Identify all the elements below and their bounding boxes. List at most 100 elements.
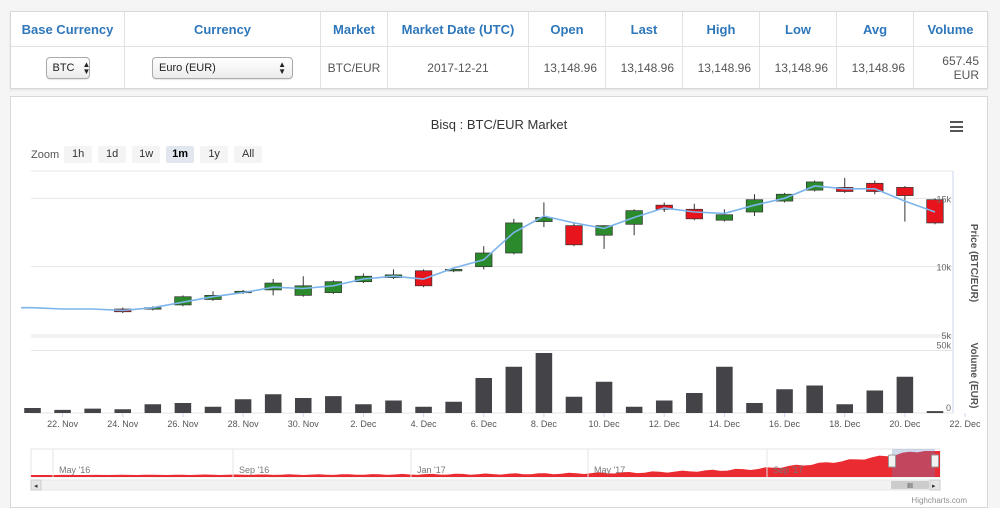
x-tick-label-10: 12. Dec xyxy=(649,419,681,429)
volume-bar xyxy=(565,396,583,413)
x-tick-label-2: 26. Nov xyxy=(167,419,199,429)
x-tick-label-11: 14. Dec xyxy=(709,419,741,429)
scrollbar-track xyxy=(30,479,941,491)
volume-value: 657.45 EUR xyxy=(942,53,979,82)
header-last: Last xyxy=(605,12,683,47)
volume-bar xyxy=(776,389,793,413)
navigator-handle-0 xyxy=(888,454,896,468)
high-value: 13,148.96 xyxy=(682,46,760,88)
header-currency: Currency xyxy=(124,12,321,47)
table-header-row: Base Currency Currency Market Market Dat… xyxy=(11,12,987,47)
volume-bar xyxy=(234,399,252,413)
navigator-handle-1 xyxy=(931,454,939,468)
base-currency-cell: BTC ▲ ▼ xyxy=(11,46,125,88)
market-value: BTC/EUR xyxy=(320,46,388,88)
volume-tick-label-1: 50k xyxy=(936,341,951,351)
x-tick-label-5: 2. Dec xyxy=(350,419,377,429)
zoom-1w-button[interactable]: 1w xyxy=(132,146,161,163)
zoom-label: Zoom xyxy=(31,148,60,161)
scrollbar-left-arrow-icon: ◂ xyxy=(34,483,38,490)
volume-bar xyxy=(475,378,493,413)
x-tick-label-15: 22. Dec xyxy=(950,419,982,429)
volume-bar xyxy=(54,409,71,413)
price-tick-label-2: 15k xyxy=(936,194,951,204)
market-summary: Base Currency Currency Market Market Dat… xyxy=(10,11,988,89)
candle-body xyxy=(445,269,463,272)
scrollbar-right-button xyxy=(929,479,941,491)
market-date-value: 2017-12-21 xyxy=(387,46,529,88)
volume-bar xyxy=(144,404,162,413)
candle-body xyxy=(896,187,914,196)
volume-bar xyxy=(204,406,222,413)
candle-body xyxy=(715,214,734,221)
navigator-label-0: May '16 xyxy=(59,465,90,475)
header-market-date: Market Date (UTC) xyxy=(387,12,529,47)
zoom-bar: Zoom 1h 1d 1w 1m 1y All xyxy=(31,146,268,163)
price-axis-title: Price (BTC/EUR) xyxy=(968,224,979,302)
average-price-line xyxy=(21,185,936,312)
volume-bar xyxy=(294,398,312,413)
base-currency-value: BTC xyxy=(52,61,75,74)
volume-axis-title: Volume (EUR) xyxy=(968,343,979,409)
header-high: High xyxy=(682,12,760,47)
zoom-1m-button[interactable]: 1m xyxy=(166,146,195,163)
candle-body xyxy=(866,182,884,192)
x-tick-label-13: 18. Dec xyxy=(829,419,861,429)
x-tick-label-1: 24. Nov xyxy=(107,419,139,429)
candle xyxy=(866,180,884,195)
volume-bar xyxy=(264,394,282,413)
candle-body xyxy=(595,225,613,236)
zoom-1h-button[interactable]: 1h xyxy=(64,146,93,163)
x-tick-label-9: 10. Dec xyxy=(589,419,621,429)
header-volume: Volume xyxy=(913,12,987,47)
candle xyxy=(535,202,553,228)
currency-select[interactable]: Euro (EUR) ▲ ▼ xyxy=(152,56,293,79)
chart-panel: Bisq : BTC/EUR Market Zoom 1h 1d 1w 1m 1… xyxy=(10,96,988,508)
zoom-1y-button[interactable]: 1y xyxy=(200,146,229,163)
open-value: 13,148.96 xyxy=(528,46,606,88)
zoom-all-button[interactable]: All xyxy=(234,146,263,163)
volume-bar xyxy=(625,406,643,413)
price-tick-label-1: 10k xyxy=(936,263,951,273)
volume-bar xyxy=(114,409,132,413)
candle xyxy=(294,276,312,297)
candle xyxy=(715,209,734,222)
candle xyxy=(595,225,613,249)
price-tick-label-0: 5k xyxy=(941,331,951,341)
volume-bar xyxy=(655,400,673,413)
zoom-1d-button[interactable]: 1d xyxy=(98,146,127,163)
x-tick-label-6: 4. Dec xyxy=(411,419,438,429)
volume-bar xyxy=(415,406,432,413)
base-currency-select[interactable]: BTC ▲ ▼ xyxy=(45,56,90,79)
volume-bar xyxy=(595,381,613,413)
navigator-label-3: May '17 xyxy=(594,465,625,475)
currency-cell: Euro (EUR) ▲ ▼ xyxy=(124,46,321,88)
avg-value: 13,148.96 xyxy=(836,46,914,88)
volume-tick-label-0: 0 xyxy=(946,403,951,413)
navigator-label-2: Jan '17 xyxy=(417,465,446,475)
volume-bar xyxy=(716,366,733,413)
navigator-label-4: Sep '17 xyxy=(773,465,803,475)
volume-bar xyxy=(505,366,523,413)
x-tick-label-12: 16. Dec xyxy=(769,419,801,429)
scrollbar-grip-icon: III xyxy=(907,483,913,490)
volume-bar xyxy=(836,404,853,413)
volume-bar xyxy=(866,390,884,413)
volume-bar xyxy=(84,408,101,413)
scrollbar-thumb xyxy=(891,481,929,489)
candle-body xyxy=(294,285,312,296)
hamburger-menu-icon[interactable] xyxy=(950,121,963,132)
candle xyxy=(896,186,914,222)
volume-bar xyxy=(325,396,342,413)
volume-bar xyxy=(385,400,402,413)
header-avg: Avg xyxy=(836,12,914,47)
market-table: Base Currency Currency Market Market Dat… xyxy=(11,12,987,88)
volume-bar xyxy=(686,393,703,413)
volume-bar xyxy=(535,353,553,413)
x-tick-label-7: 6. Dec xyxy=(471,419,498,429)
table-row: BTC ▲ ▼ Euro (EUR) ▲ ▼ BTC/EUR 2017-12-21 … xyxy=(11,46,987,88)
navigator-label-1: Sep '16 xyxy=(239,465,269,475)
last-value: 13,148.96 xyxy=(605,46,683,88)
candle xyxy=(324,280,342,294)
candle xyxy=(475,246,493,270)
